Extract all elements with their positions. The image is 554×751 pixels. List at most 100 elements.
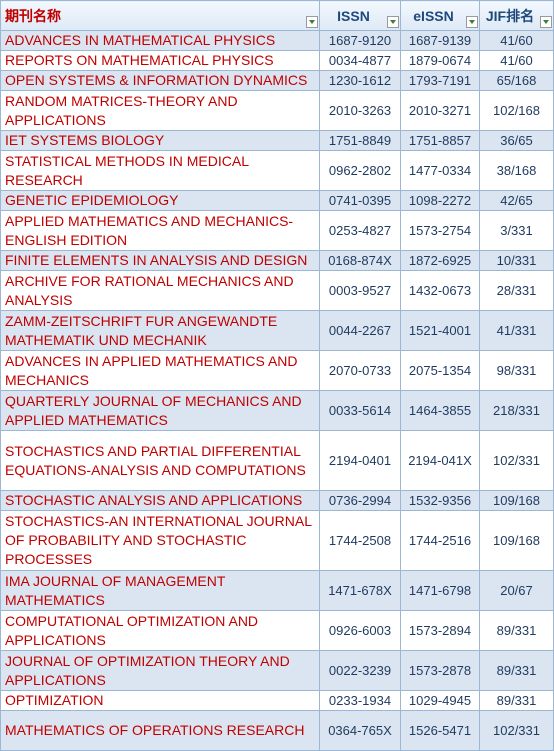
jif-rank-cell[interactable]: 218/331 bbox=[479, 390, 554, 431]
eissn-cell[interactable]: 1879-0674 bbox=[400, 50, 480, 71]
journal-name-cell[interactable]: RANDOM MATRICES-THEORY AND APPLICATIONS bbox=[0, 90, 320, 131]
eissn-cell[interactable]: 1521-4001 bbox=[400, 310, 480, 351]
journal-name-cell[interactable]: JOURNAL OF OPTIMIZATION THEORY AND APPLI… bbox=[0, 650, 320, 691]
issn-cell[interactable]: 0741-0395 bbox=[319, 190, 401, 211]
jif-rank-cell[interactable]: 65/168 bbox=[479, 70, 554, 91]
eissn-cell[interactable]: 1471-6798 bbox=[400, 570, 480, 611]
journal-name-cell[interactable]: APPLIED MATHEMATICS AND MECHANICS-ENGLIS… bbox=[0, 210, 320, 251]
journal-name-cell[interactable]: IET SYSTEMS BIOLOGY bbox=[0, 130, 320, 151]
journal-name-cell[interactable]: STOCHASTICS-AN INTERNATIONAL JOURNAL OF … bbox=[0, 510, 320, 571]
eissn-cell[interactable]: 1872-6925 bbox=[400, 250, 480, 271]
issn-cell[interactable]: 0022-3239 bbox=[319, 650, 401, 691]
jif-rank-cell[interactable]: 89/331 bbox=[479, 650, 554, 691]
journal-name-cell[interactable]: QUARTERLY JOURNAL OF MECHANICS AND APPLI… bbox=[0, 390, 320, 431]
eissn-cell[interactable]: 1098-2272 bbox=[400, 190, 480, 211]
eissn-cell[interactable]: 1793-7191 bbox=[400, 70, 480, 91]
table-row: COMPUTATIONAL OPTIMIZATION AND APPLICATI… bbox=[0, 610, 554, 651]
eissn-cell[interactable]: 1029-4945 bbox=[400, 690, 480, 711]
jif-rank-cell[interactable]: 109/168 bbox=[479, 510, 554, 571]
jif-rank-cell[interactable]: 102/331 bbox=[479, 710, 554, 751]
jif-rank-cell[interactable]: 89/331 bbox=[479, 610, 554, 651]
jif-rank-cell[interactable]: 102/168 bbox=[479, 90, 554, 131]
jif-rank-cell[interactable]: 28/331 bbox=[479, 270, 554, 311]
column-header-eissn: eISSN bbox=[400, 0, 480, 31]
jif-rank-cell[interactable]: 36/65 bbox=[479, 130, 554, 151]
jif-rank-cell[interactable]: 20/67 bbox=[479, 570, 554, 611]
issn-cell[interactable]: 2010-3263 bbox=[319, 90, 401, 131]
issn-cell[interactable]: 0168-874X bbox=[319, 250, 401, 271]
table-row: STATISTICAL METHODS IN MEDICAL RESEARCH 0… bbox=[0, 150, 554, 191]
jif-rank-cell[interactable]: 38/168 bbox=[479, 150, 554, 191]
eissn-cell[interactable]: 1573-2754 bbox=[400, 210, 480, 251]
issn-cell[interactable]: 0364-765X bbox=[319, 710, 401, 751]
eissn-cell[interactable]: 2075-1354 bbox=[400, 350, 480, 391]
journal-name-cell[interactable]: STOCHASTICS AND PARTIAL DIFFERENTIAL EQU… bbox=[0, 430, 320, 491]
jif-rank-cell[interactable]: 41/60 bbox=[479, 50, 554, 71]
journal-name-cell[interactable]: STATISTICAL METHODS IN MEDICAL RESEARCH bbox=[0, 150, 320, 191]
eissn-cell[interactable]: 1532-9356 bbox=[400, 490, 480, 511]
eissn-cell[interactable]: 2194-041X bbox=[400, 430, 480, 491]
eissn-cell[interactable]: 1751-8857 bbox=[400, 130, 480, 151]
journal-name-cell[interactable]: OPEN SYSTEMS & INFORMATION DYNAMICS bbox=[0, 70, 320, 91]
journal-name-cell[interactable]: FINITE ELEMENTS IN ANALYSIS AND DESIGN bbox=[0, 250, 320, 271]
jif-rank-cell[interactable]: 109/168 bbox=[479, 490, 554, 511]
table-row: OPTIMIZATION 0233-1934 1029-4945 89/331 bbox=[0, 690, 554, 711]
jif-rank-cell[interactable]: 41/331 bbox=[479, 310, 554, 351]
eissn-cell[interactable]: 1573-2878 bbox=[400, 650, 480, 691]
eissn-cell[interactable]: 1687-9139 bbox=[400, 30, 480, 51]
issn-cell[interactable]: 1744-2508 bbox=[319, 510, 401, 571]
issn-cell[interactable]: 0034-4877 bbox=[319, 50, 401, 71]
journal-name-cell[interactable]: IMA JOURNAL OF MANAGEMENT MATHEMATICS bbox=[0, 570, 320, 611]
journal-name-cell[interactable]: MATHEMATICS OF OPERATIONS RESEARCH bbox=[0, 710, 320, 751]
journal-name-cell[interactable]: COMPUTATIONAL OPTIMIZATION AND APPLICATI… bbox=[0, 610, 320, 651]
eissn-cell[interactable]: 1526-5471 bbox=[400, 710, 480, 751]
eissn-cell[interactable]: 1432-0673 bbox=[400, 270, 480, 311]
table-row: ARCHIVE FOR RATIONAL MECHANICS AND ANALY… bbox=[0, 270, 554, 311]
issn-cell[interactable]: 0233-1934 bbox=[319, 690, 401, 711]
filter-dropdown-icon[interactable] bbox=[466, 16, 478, 28]
eissn-cell[interactable]: 1573-2894 bbox=[400, 610, 480, 651]
eissn-cell[interactable]: 1477-0334 bbox=[400, 150, 480, 191]
journal-name-cell[interactable]: OPTIMIZATION bbox=[0, 690, 320, 711]
eissn-cell[interactable]: 2010-3271 bbox=[400, 90, 480, 131]
issn-cell[interactable]: 2070-0733 bbox=[319, 350, 401, 391]
table-row: JOURNAL OF OPTIMIZATION THEORY AND APPLI… bbox=[0, 650, 554, 691]
journal-name-cell[interactable]: REPORTS ON MATHEMATICAL PHYSICS bbox=[0, 50, 320, 71]
issn-cell[interactable]: 0736-2994 bbox=[319, 490, 401, 511]
jif-rank-cell[interactable]: 41/60 bbox=[479, 30, 554, 51]
filter-dropdown-icon[interactable] bbox=[387, 16, 399, 28]
jif-rank-cell[interactable]: 102/331 bbox=[479, 430, 554, 491]
issn-cell[interactable]: 0926-6003 bbox=[319, 610, 401, 651]
issn-cell[interactable]: 2194-0401 bbox=[319, 430, 401, 491]
jif-rank-cell[interactable]: 42/65 bbox=[479, 190, 554, 211]
filter-dropdown-icon[interactable] bbox=[540, 16, 552, 28]
table-row: IMA JOURNAL OF MANAGEMENT MATHEMATICS 147… bbox=[0, 570, 554, 611]
journal-name-cell[interactable]: ARCHIVE FOR RATIONAL MECHANICS AND ANALY… bbox=[0, 270, 320, 311]
jif-rank-cell[interactable]: 3/331 bbox=[479, 210, 554, 251]
filter-dropdown-icon[interactable] bbox=[306, 16, 318, 28]
eissn-cell[interactable]: 1744-2516 bbox=[400, 510, 480, 571]
eissn-cell[interactable]: 1464-3855 bbox=[400, 390, 480, 431]
column-header-issn: ISSN bbox=[319, 0, 401, 31]
journal-name-cell[interactable]: ZAMM-ZEITSCHRIFT FUR ANGEWANDTE MATHEMAT… bbox=[0, 310, 320, 351]
table-row: STOCHASTICS AND PARTIAL DIFFERENTIAL EQU… bbox=[0, 430, 554, 491]
journal-name-cell[interactable]: STOCHASTIC ANALYSIS AND APPLICATIONS bbox=[0, 490, 320, 511]
journal-name-cell[interactable]: ADVANCES IN APPLIED MATHEMATICS AND MECH… bbox=[0, 350, 320, 391]
issn-cell[interactable]: 0044-2267 bbox=[319, 310, 401, 351]
column-header-name-label: 期刊名称 bbox=[5, 7, 61, 24]
issn-cell[interactable]: 1471-678X bbox=[319, 570, 401, 611]
journal-name-cell[interactable]: GENETIC EPIDEMIOLOGY bbox=[0, 190, 320, 211]
issn-cell[interactable]: 0003-9527 bbox=[319, 270, 401, 311]
issn-cell[interactable]: 0962-2802 bbox=[319, 150, 401, 191]
jif-rank-cell[interactable]: 89/331 bbox=[479, 690, 554, 711]
issn-cell[interactable]: 0033-5614 bbox=[319, 390, 401, 431]
journal-name-cell[interactable]: ADVANCES IN MATHEMATICAL PHYSICS bbox=[0, 30, 320, 51]
issn-cell[interactable]: 1751-8849 bbox=[319, 130, 401, 151]
jif-rank-cell[interactable]: 10/331 bbox=[479, 250, 554, 271]
issn-cell[interactable]: 1687-9120 bbox=[319, 30, 401, 51]
issn-cell[interactable]: 0253-4827 bbox=[319, 210, 401, 251]
column-header-eissn-label: eISSN bbox=[413, 7, 454, 24]
jif-rank-cell[interactable]: 98/331 bbox=[479, 350, 554, 391]
issn-cell[interactable]: 1230-1612 bbox=[319, 70, 401, 91]
